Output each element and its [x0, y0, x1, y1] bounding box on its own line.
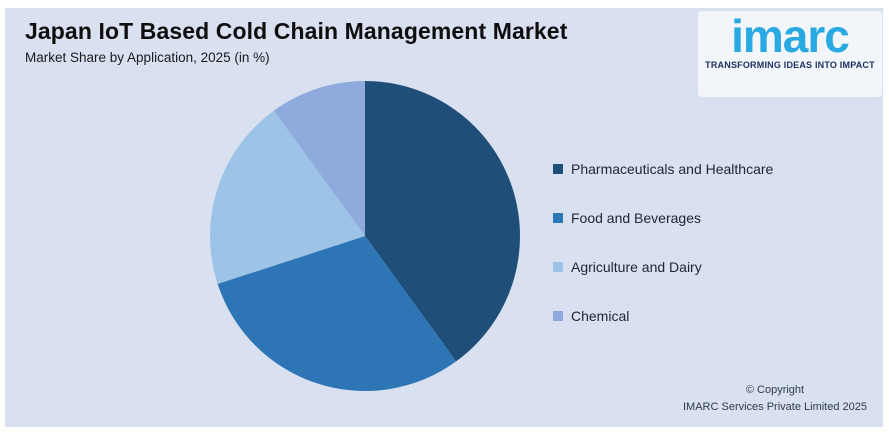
- imarc-logo-tagline: TRANSFORMING IDEAS INTO IMPACT: [705, 60, 875, 70]
- legend-swatch-icon: [553, 261, 563, 272]
- page-title: Japan IoT Based Cold Chain Management Ma…: [25, 18, 568, 44]
- legend-item-chemical: Chemical: [553, 291, 773, 340]
- copyright-line2: IMARC Services Private Limited 2025: [682, 400, 867, 413]
- pie-chart: [205, 76, 525, 396]
- legend-label: Agriculture and Dairy: [571, 258, 702, 275]
- pie-slice-agriculture-and-dairy: [210, 110, 365, 284]
- legend-label: Pharmaceuticals and Healthcare: [571, 160, 774, 177]
- legend-label: Chemical: [571, 307, 630, 324]
- legend: Pharmaceuticals and Healthcare Food and …: [553, 144, 773, 340]
- pie-slice-food-and-beverages: [217, 236, 457, 392]
- copyright-line1: © Copyright: [745, 384, 805, 396]
- pie-slice-pharmaceuticals-and-healthcare: [365, 81, 521, 362]
- imarc-logo: imarc TRANSFORMING IDEAS INTO IMPACT: [698, 11, 882, 97]
- legend-item-food-beverages: Food and Beverages: [553, 193, 773, 242]
- legend-item-pharmaceuticals: Pharmaceuticals and Healthcare: [553, 144, 773, 193]
- chart-panel: Japan IoT Based Cold Chain Management Ma…: [5, 8, 883, 427]
- legend-swatch-icon: [553, 310, 563, 321]
- page-subtitle: Market Share by Application, 2025 (in %): [25, 50, 270, 65]
- legend-swatch-icon: [553, 212, 563, 223]
- imarc-logo-wordmark: imarc: [731, 10, 850, 62]
- legend-swatch-icon: [553, 163, 563, 174]
- pie-slice-chemical: [273, 81, 365, 236]
- legend-label: Food and Beverages: [571, 209, 701, 226]
- pie-chart-svg: [210, 81, 521, 392]
- legend-item-agriculture-dairy: Agriculture and Dairy: [553, 242, 773, 291]
- copyright-notice: © Copyright IMARC Services Private Limit…: [683, 382, 867, 415]
